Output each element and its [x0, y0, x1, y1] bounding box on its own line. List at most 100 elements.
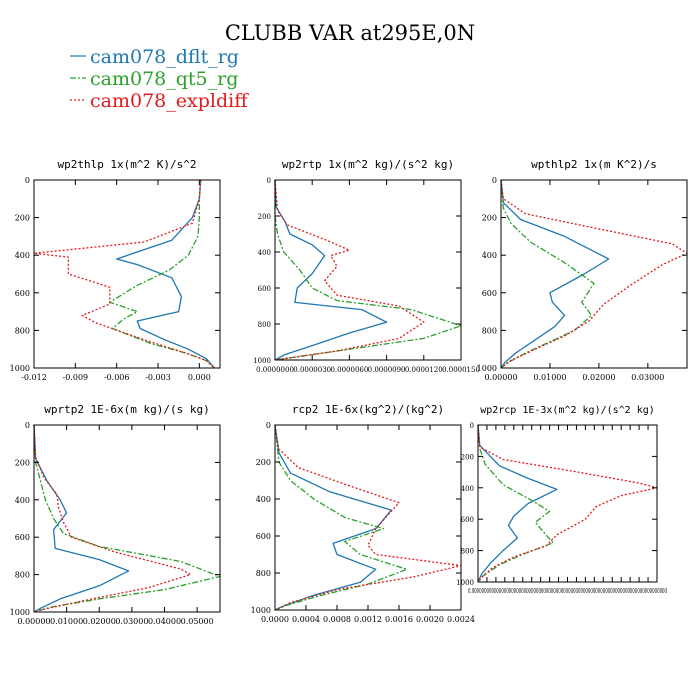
y-tick-label: 0 [492, 176, 497, 185]
series-line-3 [274, 424, 462, 611]
x-tick-label: 0.0000150 [442, 366, 480, 374]
panel-2: wp2rtp 1x(m^2 kg)/(s^2 kg) 0 200 400 600 800 1… [253, 158, 480, 374]
y-tick-label: 600 [15, 289, 30, 298]
x-tick-label: 0.01000 [50, 617, 83, 626]
y-tick-label: 200 [256, 458, 271, 467]
y-tick-label: 400 [15, 251, 30, 260]
x-tick-label: 0.0004 [292, 615, 320, 624]
x-tick-label: 0.0024 [447, 615, 475, 624]
y-tick-label: 800 [15, 571, 30, 580]
x-tick-label: 0.03000 [115, 617, 148, 626]
y-tick-label: 400 [258, 249, 271, 257]
plot-frame [274, 179, 462, 361]
x-tick-label: 0.0000120 [405, 366, 443, 374]
series-line-2 [274, 424, 408, 611]
series-line-1 [116, 179, 215, 369]
y-tick-label: 800 [256, 569, 271, 578]
y-tick-label: 400 [482, 251, 497, 260]
x-tick-label: 0.02000 [582, 373, 615, 382]
panel-title: rcp2 1E-6x(kg^2)/(kg^2) [292, 403, 444, 416]
x-tick-label: 0.04000 [148, 617, 181, 626]
y-tick-label: 600 [461, 516, 474, 524]
series-line-1 [33, 424, 130, 613]
x-tick-label: 0.02000 [83, 617, 116, 626]
series-line-3 [33, 179, 215, 369]
y-tick-label: 1000 [253, 357, 271, 365]
y-tick-label: 1000 [10, 364, 30, 373]
x-tick-label: 0.0000060 [330, 366, 368, 374]
x-tick-label: -0.012 [21, 373, 47, 382]
legend: cam078_dflt_rg cam078_qt5_rg cam078_expl… [70, 46, 249, 112]
y-tick-label: 400 [461, 485, 474, 493]
x-tick-label: 0.0000090 [368, 366, 406, 374]
y-tick-label: 200 [482, 214, 497, 223]
panel-title: wprtp2 1E-6x(m kg)/(s kg) [44, 403, 210, 416]
x-tick-label: 0.00000 [484, 373, 517, 382]
x-tick-label: 0.0012 [354, 615, 382, 624]
series-line-2 [477, 424, 554, 583]
x-tick-label: 0.0000 [261, 615, 289, 624]
series-line-3 [477, 424, 658, 583]
figure-title: CLUBB VAR at295E,0N [225, 21, 475, 45]
series-line-2 [109, 179, 215, 369]
panel-4: wprtp2 1E-6x(m kg)/(s kg) 0 200 400 600 800 10… [10, 403, 221, 626]
y-tick-label: 0 [470, 422, 474, 430]
series-line-1 [274, 424, 392, 611]
y-tick-label: 200 [258, 213, 271, 221]
plot-frame [500, 179, 688, 369]
y-tick-label: 1000 [10, 608, 30, 617]
panel-1: wp2thlp 1x(m^2 K)/s^202004006008001000-0… [10, 158, 221, 382]
y-tick-label: 800 [482, 326, 497, 335]
y-tick-label: 1000 [251, 606, 271, 615]
series-line-1 [274, 179, 388, 361]
plot-frame [477, 424, 658, 583]
series-line-1 [477, 424, 558, 583]
legend-label-qt5: cam078_qt5_rg [90, 68, 238, 90]
plot-frame [33, 179, 221, 369]
y-tick-label: 600 [482, 289, 497, 298]
y-tick-label: 800 [258, 321, 271, 329]
x-tick-label: 0.0020 [416, 615, 444, 624]
y-tick-label: 600 [256, 532, 271, 541]
x-tick-label: 0.000 [188, 373, 211, 382]
panel-title: wp2rtp 1x(m^2 kg)/(s^2 kg) [282, 158, 454, 171]
panel-title: wp2rcp 1E-3x(m^2 kg)/(s^2 kg) [480, 405, 655, 416]
panel-5: rcp2 1E-6x(kg^2)/(kg^2) 0 200 400 600 800 1000… [251, 403, 475, 624]
y-tick-label: 0 [25, 421, 30, 430]
x-tick-label: 0.0008 [323, 615, 351, 624]
y-tick-label: 800 [15, 326, 30, 335]
y-tick-label: 0 [266, 421, 271, 430]
x-tick-label: -0.003 [145, 373, 171, 382]
panel-title: wpthlp2 1x(m K^2)/s [531, 158, 657, 171]
series-line-1 [500, 179, 610, 369]
series-line-2 [33, 424, 221, 613]
x-tick-label: 0.0000000 [256, 366, 294, 374]
plot-frame [274, 424, 462, 611]
series-line-3 [33, 424, 192, 613]
legend-label-dflt: cam078_dflt_rg [90, 46, 239, 68]
y-tick-label: 200 [15, 214, 30, 223]
y-tick-label: 0 [267, 177, 271, 185]
legend-entry-dflt: cam078_dflt_rg [70, 46, 239, 68]
x-tick-label: 0.0000030 [293, 366, 331, 374]
x-tick-label: 0.00000 [17, 617, 50, 626]
series-line-2 [500, 179, 595, 369]
x-tick-label: -0.006 [104, 373, 130, 382]
y-tick-label: 400 [256, 495, 271, 504]
x-tick-label: -0.009 [63, 373, 89, 382]
series-line-3 [500, 179, 688, 369]
y-tick-label: 800 [461, 548, 474, 556]
x-tick-label: 0.03000 [631, 373, 664, 382]
legend-entry-expldiff: cam078_expldiff [70, 90, 249, 112]
panel-6: wp2rcp 1E-3x(m^2 kg)/(s^2 kg) 0 200 400 600 8… [456, 405, 667, 595]
y-tick-label: 600 [15, 533, 30, 542]
x-tick-label: 0.0016 [385, 615, 413, 624]
y-tick-label: 1000 [477, 364, 497, 373]
y-tick-label: 0 [25, 176, 30, 185]
x-tick-label: 0.05000 [181, 617, 214, 626]
legend-entry-qt5: cam078_qt5_rg [70, 68, 238, 90]
panel-title: wp2thlp 1x(m^2 K)/s^2 [57, 158, 196, 171]
y-tick-label: 400 [15, 496, 30, 505]
series-line-3 [274, 179, 425, 361]
